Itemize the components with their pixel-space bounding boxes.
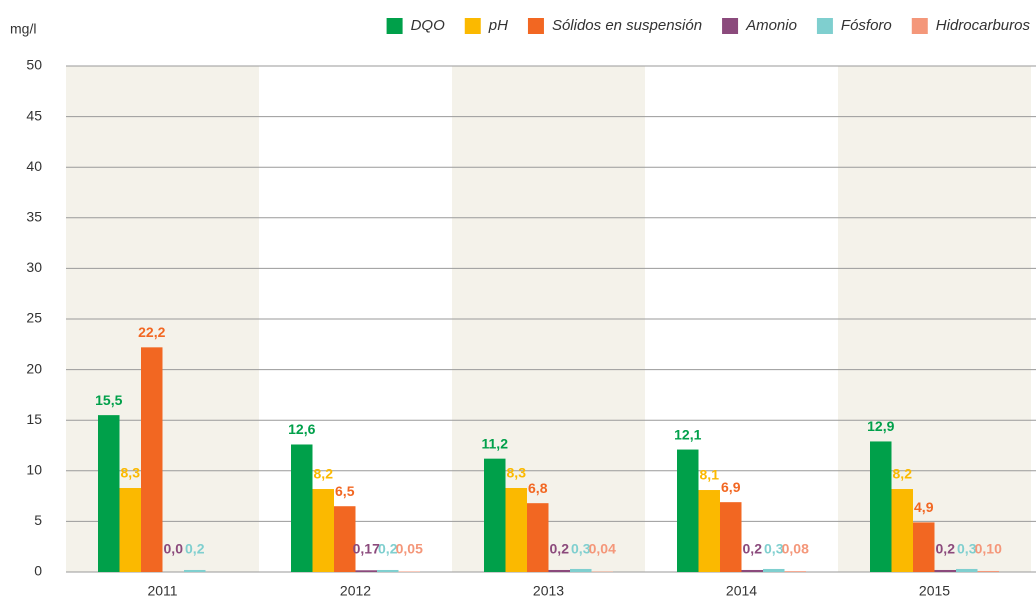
bar <box>548 569 570 572</box>
value-label: 4,9 <box>914 499 934 515</box>
value-label: 0,17 <box>353 541 380 557</box>
x-tick-label: 2012 <box>340 583 371 599</box>
bar <box>570 568 592 572</box>
bar <box>184 569 206 572</box>
bar <box>698 490 720 572</box>
bar <box>398 571 420 572</box>
legend-label: pH <box>488 17 508 34</box>
value-label: 12,9 <box>867 418 894 434</box>
legend-label: Sólidos en suspensión <box>552 17 702 34</box>
value-label: 0,2 <box>550 541 570 557</box>
y-tick-label: 15 <box>26 411 42 427</box>
y-tick-label: 35 <box>26 209 42 225</box>
value-label: 6,5 <box>335 483 355 499</box>
bar <box>312 489 334 572</box>
y-tick-label: 5 <box>34 512 42 528</box>
bar <box>763 568 785 572</box>
legend-label: Amonio <box>745 17 797 34</box>
value-label: 0,3 <box>957 541 977 557</box>
bar <box>484 458 506 572</box>
bar <box>291 444 313 572</box>
value-label: 8,1 <box>700 467 720 483</box>
y-tick-label: 50 <box>26 57 42 73</box>
legend-swatch <box>816 18 833 34</box>
bar <box>98 415 120 572</box>
value-label: 0,2 <box>743 541 763 557</box>
bar <box>141 347 163 572</box>
x-tick-label: 2013 <box>533 583 564 599</box>
value-label: 12,1 <box>674 426 701 442</box>
value-label: 0,2 <box>185 541 205 557</box>
value-label: 12,6 <box>288 421 315 437</box>
bar <box>977 570 999 572</box>
bar <box>505 488 527 572</box>
legend-label: DQO <box>411 17 446 34</box>
bar <box>913 522 935 572</box>
y-tick-label: 20 <box>26 360 42 376</box>
legend-label: Fósforo <box>841 17 892 34</box>
bar <box>934 569 956 572</box>
bar <box>355 570 377 572</box>
value-label: 6,9 <box>721 479 741 495</box>
y-tick-label: 45 <box>26 107 42 123</box>
value-label: 0,04 <box>589 541 616 557</box>
legend-swatch <box>911 18 928 34</box>
bar <box>527 503 549 572</box>
bar <box>870 441 892 572</box>
legend-swatch <box>722 18 739 34</box>
bar <box>677 449 699 572</box>
y-tick-label: 25 <box>26 310 42 326</box>
legend-swatch <box>386 18 403 34</box>
legend-label: Hidrocarburos <box>936 17 1031 34</box>
value-label: 0,3 <box>571 541 591 557</box>
x-tick-label: 2015 <box>919 583 950 599</box>
value-label: 0,10 <box>975 541 1002 557</box>
y-tick-label: 40 <box>26 158 42 174</box>
bar <box>891 489 913 572</box>
value-label: 6,8 <box>528 480 548 496</box>
value-label: 8,2 <box>314 466 334 482</box>
value-label: 0,08 <box>782 541 809 557</box>
bar <box>720 502 742 572</box>
value-label: 0,05 <box>396 541 423 557</box>
value-label: 0,0 <box>164 541 184 557</box>
bar <box>741 569 763 572</box>
y-tick-label: 0 <box>34 563 42 579</box>
value-label: 0,3 <box>764 541 784 557</box>
legend-swatch <box>527 18 544 34</box>
bar <box>334 506 356 572</box>
value-label: 8,3 <box>507 465 527 481</box>
bar <box>956 568 978 572</box>
bar <box>784 571 806 572</box>
value-label: 8,3 <box>121 465 141 481</box>
value-label: 22,2 <box>138 324 165 340</box>
x-tick-label: 2014 <box>726 583 757 599</box>
x-tick-label: 2011 <box>147 583 177 599</box>
bar <box>377 569 399 572</box>
value-label: 0,2 <box>936 541 956 557</box>
value-label: 15,5 <box>95 392 122 408</box>
legend-swatch <box>464 18 481 34</box>
value-label: 11,2 <box>482 435 509 451</box>
y-tick-label: 10 <box>26 462 42 478</box>
bar <box>119 488 141 572</box>
y-axis-label: mg/l <box>10 21 36 37</box>
value-label: 8,2 <box>893 466 913 482</box>
y-tick-label: 30 <box>26 259 42 275</box>
value-label: 0,2 <box>378 541 398 557</box>
